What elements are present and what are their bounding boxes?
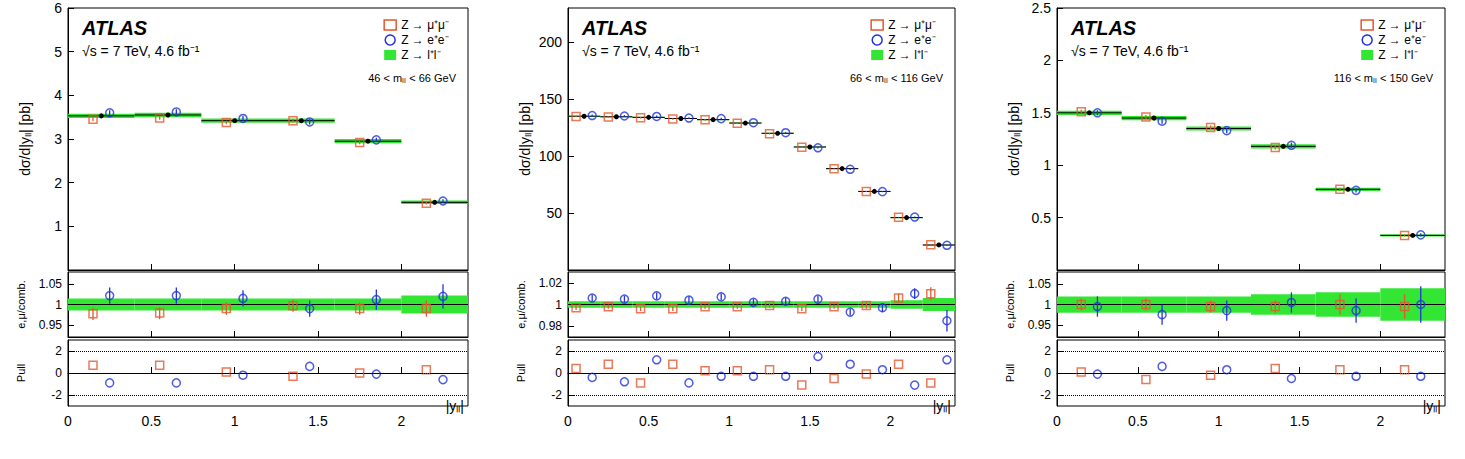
svg-text:2: 2 bbox=[55, 344, 62, 358]
svg-text:2.5: 2.5 bbox=[1032, 0, 1052, 16]
svg-text:0: 0 bbox=[55, 366, 62, 380]
svg-text:|yₗₗ|: |yₗₗ| bbox=[446, 398, 464, 414]
svg-text:0.98: 0.98 bbox=[539, 319, 563, 333]
svg-text:5: 5 bbox=[54, 44, 62, 60]
svg-text:|yₗₗ|: |yₗₗ| bbox=[933, 398, 951, 414]
svg-text:1: 1 bbox=[1044, 298, 1051, 312]
svg-text:1.02: 1.02 bbox=[539, 276, 563, 290]
svg-text:dσ/d|yₗₗ| [pb]: dσ/d|yₗₗ| [pb] bbox=[1006, 102, 1022, 176]
svg-text:-2: -2 bbox=[551, 388, 562, 402]
svg-text:e,μ/comb.: e,μ/comb. bbox=[15, 280, 27, 329]
svg-text:1: 1 bbox=[55, 298, 62, 312]
svg-text:6: 6 bbox=[54, 0, 62, 16]
svg-text:2: 2 bbox=[54, 175, 62, 191]
svg-text:ATLAS: ATLAS bbox=[81, 17, 148, 39]
svg-text:50: 50 bbox=[546, 205, 562, 221]
svg-text:e,μ/comb.: e,μ/comb. bbox=[1004, 280, 1016, 329]
svg-text:1.5: 1.5 bbox=[1290, 413, 1310, 429]
svg-text:0.5: 0.5 bbox=[1032, 210, 1052, 226]
svg-text:Pull: Pull bbox=[515, 364, 527, 382]
svg-text:√s = 7 TeV, 4.6 fb⁻¹: √s = 7 TeV, 4.6 fb⁻¹ bbox=[82, 43, 200, 59]
svg-text:46 < mₗₗ < 66 GeV: 46 < mₗₗ < 66 GeV bbox=[368, 72, 456, 84]
svg-text:1.5: 1.5 bbox=[1032, 105, 1052, 121]
svg-text:1.05: 1.05 bbox=[39, 277, 63, 291]
svg-text:1: 1 bbox=[231, 413, 239, 429]
svg-text:2: 2 bbox=[1044, 344, 1051, 358]
svg-text:Z → e⁺e⁻: Z → e⁺e⁻ bbox=[401, 33, 448, 47]
svg-text:200: 200 bbox=[539, 34, 563, 50]
svg-text:-2: -2 bbox=[51, 388, 62, 402]
svg-text:0: 0 bbox=[564, 413, 572, 429]
svg-text:1: 1 bbox=[1215, 413, 1223, 429]
svg-text:ATLAS: ATLAS bbox=[1070, 17, 1137, 39]
svg-text:Z → l⁺l⁻: Z → l⁺l⁻ bbox=[888, 48, 927, 62]
svg-text:0.5: 0.5 bbox=[639, 413, 659, 429]
svg-text:2: 2 bbox=[1043, 52, 1051, 68]
svg-text:2: 2 bbox=[397, 413, 405, 429]
svg-text:0: 0 bbox=[64, 413, 72, 429]
svg-text:-2: -2 bbox=[1040, 388, 1051, 402]
svg-text:3: 3 bbox=[54, 131, 62, 147]
svg-text:0: 0 bbox=[1053, 413, 1061, 429]
svg-text:dσ/d|yₗₗ| [pb]: dσ/d|yₗₗ| [pb] bbox=[517, 102, 533, 176]
svg-text:√s = 7 TeV, 4.6 fb⁻¹: √s = 7 TeV, 4.6 fb⁻¹ bbox=[1071, 43, 1189, 59]
svg-text:0: 0 bbox=[555, 366, 562, 380]
svg-text:1: 1 bbox=[54, 218, 62, 234]
svg-text:0: 0 bbox=[1044, 366, 1051, 380]
svg-text:150: 150 bbox=[539, 91, 563, 107]
svg-text:0.5: 0.5 bbox=[142, 413, 162, 429]
svg-text:1.5: 1.5 bbox=[800, 413, 820, 429]
svg-text:1: 1 bbox=[1043, 157, 1051, 173]
svg-text:Z → μ⁺μ⁻: Z → μ⁺μ⁻ bbox=[401, 18, 449, 32]
svg-text:|yₗₗ|: |yₗₗ| bbox=[1423, 398, 1441, 414]
svg-text:1: 1 bbox=[555, 298, 562, 312]
svg-text:Z → l⁺l⁻: Z → l⁺l⁻ bbox=[401, 48, 440, 62]
svg-text:66 < mₗₗ < 116 GeV: 66 < mₗₗ < 116 GeV bbox=[850, 72, 944, 84]
svg-text:2: 2 bbox=[887, 413, 895, 429]
svg-text:Z → l⁺l⁻: Z → l⁺l⁻ bbox=[1378, 48, 1417, 62]
svg-text:1.5: 1.5 bbox=[308, 413, 328, 429]
svg-text:0.95: 0.95 bbox=[39, 318, 63, 332]
svg-text:100: 100 bbox=[539, 148, 563, 164]
svg-text:Z → μ⁺μ⁻: Z → μ⁺μ⁻ bbox=[888, 18, 936, 32]
svg-text:√s = 7 TeV, 4.6 fb⁻¹: √s = 7 TeV, 4.6 fb⁻¹ bbox=[582, 43, 700, 59]
svg-text:dσ/d|yₗₗ| [pb]: dσ/d|yₗₗ| [pb] bbox=[17, 102, 33, 176]
svg-text:1.05: 1.05 bbox=[1028, 277, 1052, 291]
svg-text:Z → e⁺e⁻: Z → e⁺e⁻ bbox=[1378, 33, 1425, 47]
svg-text:2: 2 bbox=[1376, 413, 1384, 429]
svg-text:Pull: Pull bbox=[1004, 364, 1016, 382]
svg-text:2: 2 bbox=[555, 344, 562, 358]
svg-text:Z → e⁺e⁻: Z → e⁺e⁻ bbox=[888, 33, 935, 47]
svg-text:1: 1 bbox=[725, 413, 733, 429]
svg-text:ATLAS: ATLAS bbox=[581, 17, 648, 39]
svg-text:Pull: Pull bbox=[15, 364, 27, 382]
svg-text:e,μ/comb.: e,μ/comb. bbox=[515, 280, 527, 329]
svg-text:Z → μ⁺μ⁻: Z → μ⁺μ⁻ bbox=[1378, 18, 1426, 32]
svg-text:0.5: 0.5 bbox=[1128, 413, 1148, 429]
svg-text:4: 4 bbox=[54, 87, 62, 103]
svg-text:116 < mₗₗ < 150 GeV: 116 < mₗₗ < 150 GeV bbox=[1334, 72, 1434, 84]
svg-text:0.95: 0.95 bbox=[1028, 318, 1052, 332]
